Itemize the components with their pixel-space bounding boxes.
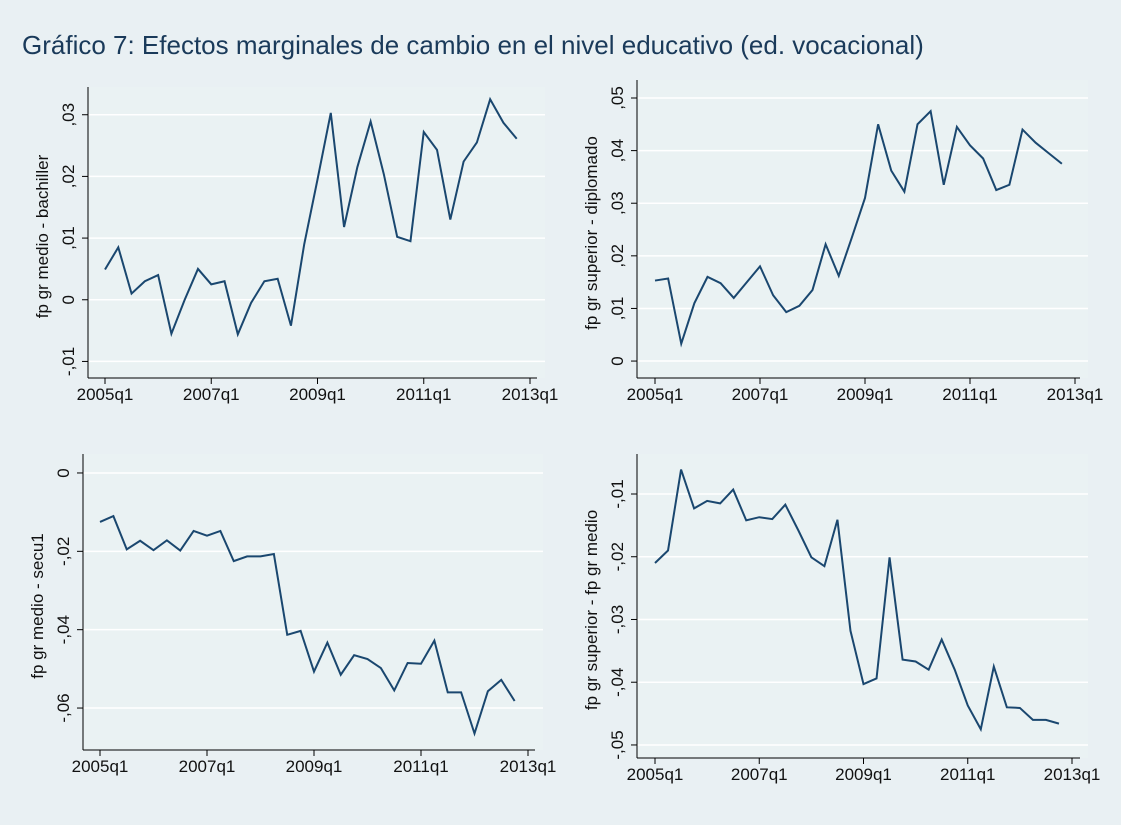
y-tick-label: ,02 [59, 165, 78, 189]
x-tick-label: 2007q1 [732, 385, 789, 404]
x-tick-label: 2005q1 [77, 385, 134, 404]
y-tick-label: ,02 [608, 244, 627, 268]
y-tick-label: 0 [54, 468, 73, 477]
plot-area [83, 454, 543, 750]
y-axis-title: fp gr medio - secu1 [28, 533, 47, 679]
y-axis-title: fp gr medio - bachiller [33, 154, 52, 318]
y-tick-label: -,01 [608, 479, 627, 508]
y-tick-label: -,06 [54, 693, 73, 722]
figure-title: Gráfico 7: Efectos marginales de cambio … [22, 30, 924, 60]
y-tick-label: -,02 [608, 542, 627, 571]
x-tick-label: 2005q1 [627, 765, 684, 784]
x-tick-label: 2013q1 [502, 385, 559, 404]
x-tick-label: 2011q1 [940, 765, 995, 784]
plot-area [637, 80, 1088, 378]
x-tick-label: 2011q1 [942, 385, 997, 404]
x-tick-label: 2013q1 [1044, 765, 1101, 784]
x-tick-label: 2007q1 [183, 385, 240, 404]
y-tick-label: 0 [608, 356, 627, 365]
y-tick-label: ,01 [608, 297, 627, 321]
y-axis-title: fp gr superior - diplomado [582, 136, 601, 330]
x-tick-label: 2009q1 [289, 385, 346, 404]
x-tick-label: 2009q1 [837, 385, 894, 404]
x-tick-label: 2005q1 [627, 385, 684, 404]
x-tick-label: 2011q1 [393, 757, 448, 776]
x-tick-label: 2011q1 [396, 385, 451, 404]
x-tick-label: 2013q1 [500, 757, 557, 776]
y-tick-label: -,04 [54, 615, 73, 644]
series-line [654, 469, 1060, 733]
y-tick-label: ,03 [59, 103, 78, 127]
series-line [654, 109, 1063, 348]
y-tick-label: -,02 [54, 537, 73, 566]
y-tick-label: -,01 [59, 347, 78, 376]
series-line [99, 514, 516, 737]
y-tick-label: ,04 [608, 139, 627, 163]
plot-area [637, 454, 1088, 758]
series-line [104, 96, 518, 338]
y-tick-label: ,03 [608, 191, 627, 215]
y-axis-title: fp gr superior - fp gr medio [582, 510, 601, 710]
y-tick-label: ,01 [59, 226, 78, 250]
x-tick-label: 2007q1 [179, 757, 236, 776]
x-tick-label: 2007q1 [731, 765, 788, 784]
y-tick-label: ,05 [608, 86, 627, 110]
y-tick-label: -,05 [608, 730, 627, 759]
x-tick-label: 2013q1 [1047, 385, 1104, 404]
x-tick-label: 2005q1 [72, 757, 129, 776]
y-tick-label: 0 [59, 295, 78, 304]
plot-area [88, 87, 545, 378]
x-tick-label: 2009q1 [835, 765, 892, 784]
x-tick-label: 2009q1 [286, 757, 343, 776]
y-tick-label: -,03 [608, 605, 627, 634]
y-tick-label: -,04 [608, 668, 627, 697]
